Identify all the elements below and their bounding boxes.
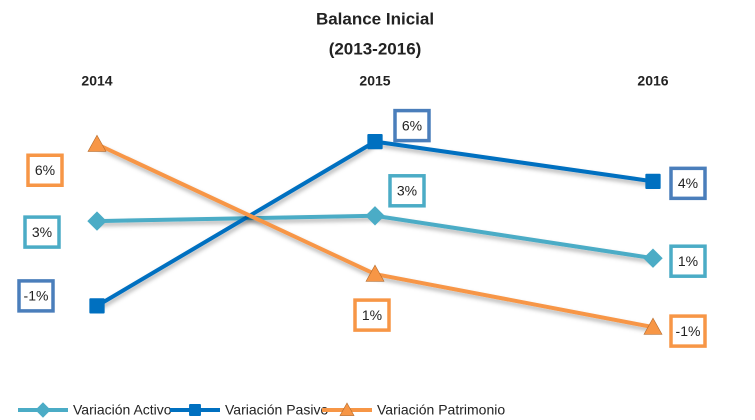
chart-subtitle: (2013-2016): [329, 39, 422, 58]
data-label: 6%: [35, 162, 55, 178]
marker: [643, 248, 663, 268]
chart-title: Balance Inicial: [316, 9, 434, 28]
data-label: 1%: [678, 253, 698, 269]
legend-label: Variación Patrimonio: [377, 402, 505, 418]
marker: [645, 173, 661, 189]
marker: [365, 206, 385, 226]
data-label-box: [669, 244, 707, 278]
data-label: 4%: [678, 175, 698, 191]
series: -1% 6% 4%: [17, 108, 707, 314]
legend-marker: [35, 402, 51, 418]
legend-label: Variación Activo: [73, 402, 172, 418]
data-label-box: [669, 314, 707, 348]
marker: [87, 211, 107, 231]
legend-label: Variación Pasivo: [225, 402, 328, 418]
data-label-box: [388, 174, 426, 208]
marker: [87, 134, 107, 152]
data-label: -1%: [676, 323, 701, 339]
data-label: 1%: [362, 307, 382, 323]
legend-marker: [189, 404, 201, 416]
marker: [643, 317, 663, 335]
data-label-box: [393, 108, 431, 143]
legend-marker: [339, 402, 355, 416]
x-tick-label: 2015: [359, 73, 390, 89]
data-label: 6%: [402, 117, 422, 133]
data-label-box: [353, 298, 391, 332]
data-label-box: [23, 215, 61, 249]
marker: [365, 264, 385, 282]
series: 3% 3% 1%: [23, 174, 707, 278]
marker: [367, 133, 383, 150]
data-label: -1%: [24, 288, 49, 304]
x-tick-label: 2014: [81, 73, 112, 89]
data-label-box: [26, 153, 64, 187]
data-label-box: [17, 279, 55, 313]
marker: [89, 298, 105, 314]
data-label: 3%: [32, 224, 52, 240]
x-tick-label: 2016: [637, 73, 668, 89]
data-label-box: [669, 166, 707, 201]
data-label: 3%: [397, 183, 417, 199]
series: 6% 1% -1%: [26, 134, 707, 348]
